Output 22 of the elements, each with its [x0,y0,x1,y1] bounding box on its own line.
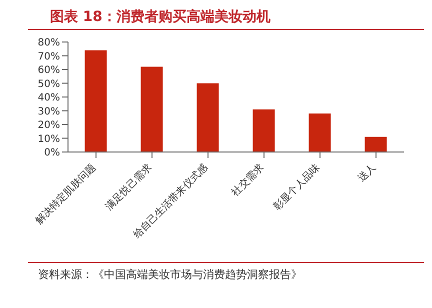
y-tick-label: 40% [38,92,60,104]
y-tick-label: 70% [38,51,60,62]
y-tick-label: 50% [38,78,60,90]
bar [84,50,107,152]
bar [140,66,163,152]
bar [364,136,387,152]
y-tick-label: 30% [38,106,60,118]
bar [196,83,219,152]
chart-title: 图表 18：消费者购买高端美妆动机 [28,8,424,30]
bar [308,114,331,152]
y-tick-label: 80% [38,38,60,49]
y-tick-label: 10% [38,134,60,145]
y-tick-label: 20% [38,120,60,132]
x-tick-label: 彰显个人品味 [271,162,322,213]
y-tick-label: 0% [44,148,60,159]
bar [252,109,275,152]
y-tick-label: 60% [38,65,60,76]
x-tick-label: 送人 [355,162,378,184]
x-tick-label: 满足悦己需求 [103,162,154,213]
text: 资料来源：《中国高端美妆市场与消费趋势洞察报告》 [38,267,303,282]
x-tick-label: 解决特定肌肤问题 [33,162,98,227]
x-tick-label: 社交需求 [229,162,266,198]
